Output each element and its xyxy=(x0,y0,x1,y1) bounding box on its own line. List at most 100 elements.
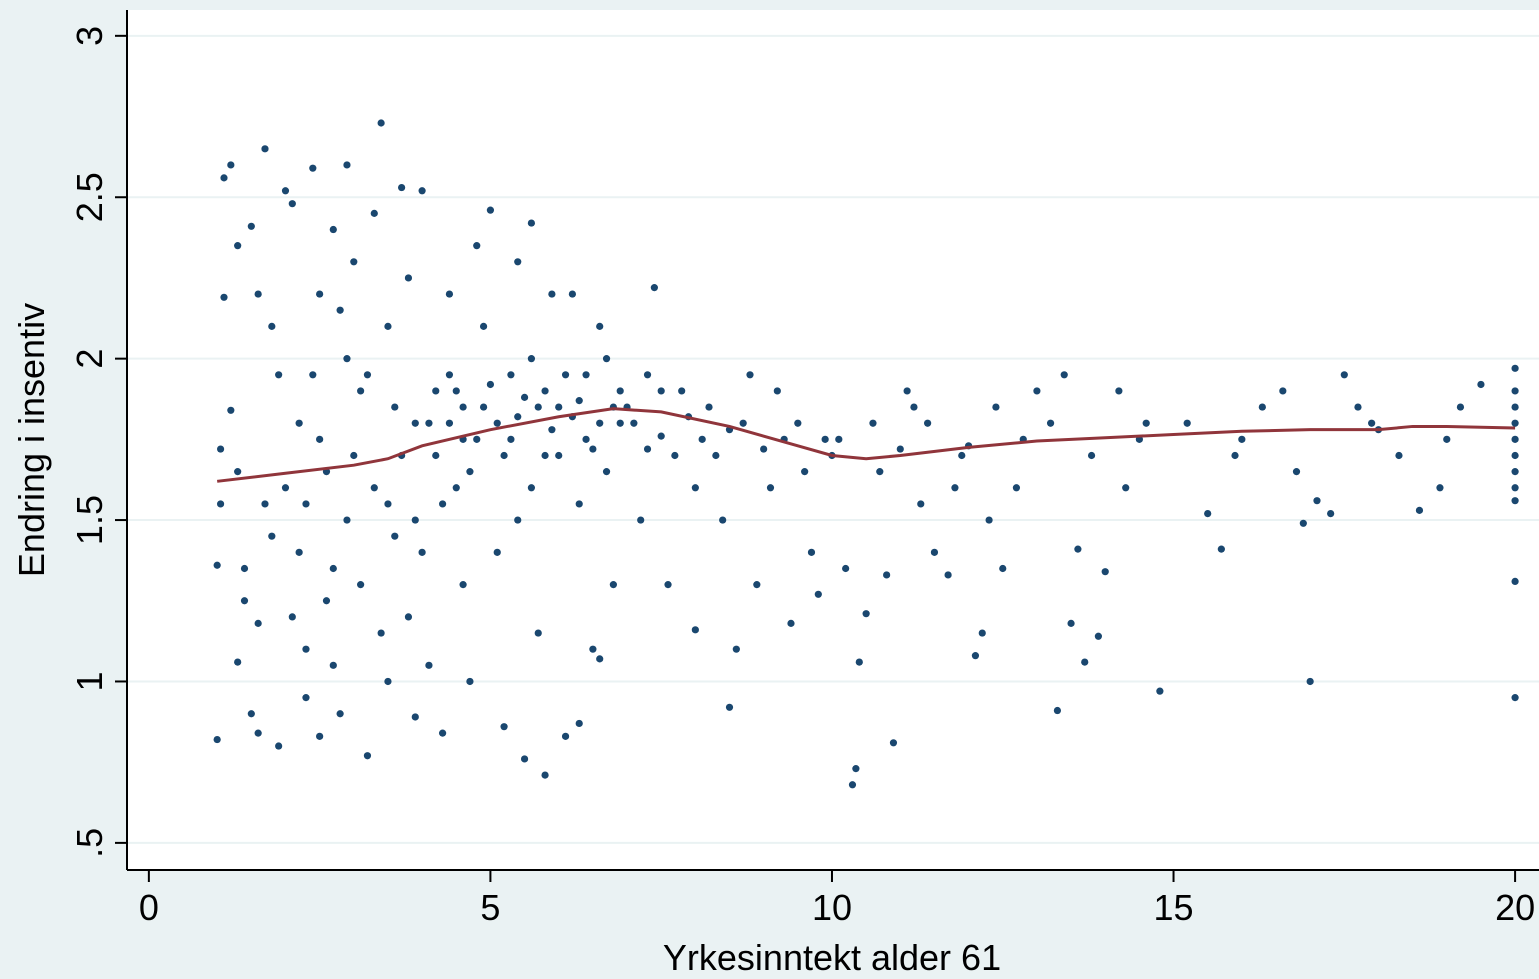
scatter-point xyxy=(247,222,255,230)
scatter-point xyxy=(1238,435,1246,443)
scatter-point xyxy=(343,355,351,363)
scatter-point xyxy=(568,290,576,298)
scatter-point xyxy=(227,406,235,414)
scatter-point xyxy=(732,645,740,653)
x-tick-label: 10 xyxy=(812,887,852,928)
scatter-point xyxy=(254,290,262,298)
scatter-point xyxy=(1012,484,1021,492)
scatter-point xyxy=(329,225,337,234)
scatter-point xyxy=(234,242,242,250)
scatter-point xyxy=(227,161,235,169)
scatter-point xyxy=(295,548,303,556)
scatter-point xyxy=(473,242,481,250)
scatter-point xyxy=(520,393,529,401)
scatter-point xyxy=(602,355,611,363)
scatter-point xyxy=(1053,706,1062,715)
scatter-point xyxy=(971,652,980,660)
scatter-point xyxy=(725,703,734,711)
scatter-point xyxy=(1258,403,1266,411)
scatter-point xyxy=(1074,545,1082,553)
scatter-point xyxy=(575,500,583,508)
scatter-point xyxy=(548,290,556,298)
scatter-point xyxy=(288,613,296,621)
scatter-point xyxy=(1306,677,1314,686)
scatter-point xyxy=(268,322,276,330)
scatter-point xyxy=(240,597,249,605)
scatter-point xyxy=(514,258,522,266)
scatter-point xyxy=(1081,658,1089,666)
scatter-point xyxy=(216,500,225,508)
scatter-point xyxy=(1046,419,1055,427)
scatter-point xyxy=(357,387,365,395)
scatter-point xyxy=(1279,387,1287,395)
scatter-point xyxy=(596,419,604,427)
scatter-point xyxy=(848,781,857,789)
x-tick-label: 0 xyxy=(139,887,159,928)
scatter-point xyxy=(329,564,337,573)
scatter-point xyxy=(555,403,563,411)
scatter-point xyxy=(944,571,952,579)
scatter-point xyxy=(452,387,460,395)
scatter-point xyxy=(534,629,542,637)
scatter-point xyxy=(459,403,467,411)
scatter-point xyxy=(479,322,488,330)
scatter-point xyxy=(555,451,563,460)
scatter-point xyxy=(363,371,372,379)
smooth-line xyxy=(216,407,1516,483)
scatter-point xyxy=(322,597,331,605)
scatter-point xyxy=(1511,468,1519,476)
scatter-point xyxy=(1477,380,1485,389)
scatter-point xyxy=(637,516,645,524)
x-tick-label: 20 xyxy=(1495,887,1535,928)
scatter-point xyxy=(1327,510,1335,518)
scatter-point xyxy=(411,419,419,427)
scatter-point xyxy=(213,561,221,569)
scatter-point xyxy=(391,532,399,540)
scatter-point xyxy=(411,516,419,524)
scatter-point xyxy=(1511,451,1519,460)
scatter-point xyxy=(384,500,392,508)
scatter-point xyxy=(261,500,269,508)
y-tick-label: 2 xyxy=(69,349,110,369)
scatter-point xyxy=(1511,419,1519,427)
y-axis-title: Endring i insentiv xyxy=(11,303,52,577)
scatter-point xyxy=(1395,451,1403,460)
scatter-point xyxy=(220,293,228,301)
scatter-point xyxy=(842,564,850,573)
scatter-point xyxy=(281,484,290,492)
scatter-point xyxy=(719,516,727,524)
scatter-point xyxy=(288,200,296,208)
scatter-point xyxy=(616,419,624,427)
scatter-point xyxy=(1156,687,1164,695)
scatter-point xyxy=(589,445,597,453)
scatter-point xyxy=(316,290,324,298)
scatter-point xyxy=(445,371,454,379)
scatter-point xyxy=(1033,387,1041,395)
scatter-point xyxy=(698,435,706,443)
scatter-point xyxy=(958,451,966,460)
scatter-point xyxy=(630,419,638,427)
scatter-point xyxy=(343,161,351,169)
scatter-point xyxy=(582,371,590,379)
scatter-point xyxy=(350,258,358,266)
scatter-point xyxy=(370,209,378,217)
scatter-point xyxy=(1231,451,1239,460)
scatter-point xyxy=(336,710,344,718)
scatter-point xyxy=(520,755,529,763)
scatter-point xyxy=(275,742,283,750)
scatter-point xyxy=(466,468,474,476)
scatter-point xyxy=(691,484,699,492)
scatter-point xyxy=(575,719,583,728)
scatter-point xyxy=(1313,497,1321,505)
scatter-point xyxy=(220,174,228,182)
scatter-point xyxy=(1204,510,1212,518)
scatter-point xyxy=(616,387,624,395)
scatter-point xyxy=(411,713,419,721)
scatter-point xyxy=(398,183,406,192)
scatter-point xyxy=(534,403,542,411)
scatter-point xyxy=(268,532,276,540)
scatter-point xyxy=(1511,364,1519,372)
scatter-point xyxy=(691,626,699,634)
scatter-point xyxy=(254,619,262,627)
